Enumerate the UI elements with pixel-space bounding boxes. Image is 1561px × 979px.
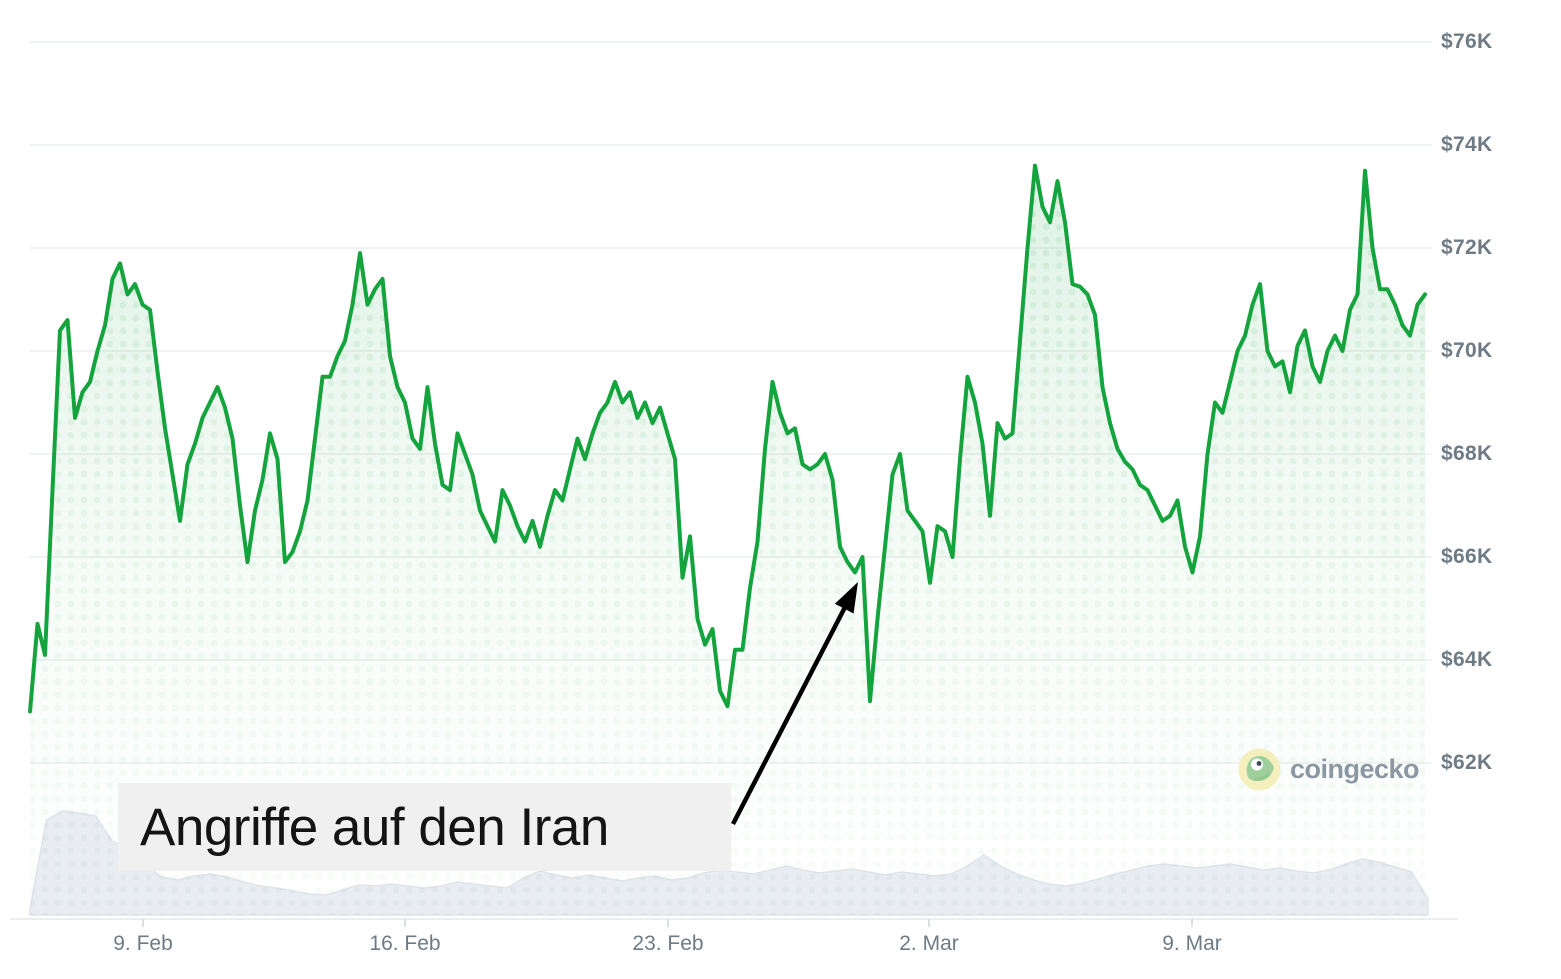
coingecko-wordmark: coingecko: [1290, 754, 1420, 784]
x-axis-label: 23. Feb: [632, 932, 704, 955]
y-axis-label: $66K: [1441, 545, 1493, 568]
price-area-fill: [30, 165, 1425, 916]
x-axis-label: 16. Feb: [369, 932, 441, 955]
y-axis-label: $74K: [1441, 133, 1493, 156]
annotation-box: Angriffe auf den Iran: [118, 783, 731, 871]
coingecko-watermark: coingecko: [1238, 748, 1420, 791]
y-axis-label: $64K: [1441, 648, 1493, 671]
y-axis-label: $68K: [1441, 442, 1493, 465]
y-axis-label: $76K: [1441, 30, 1493, 53]
navigator-strip[interactable]: [29, 810, 1429, 916]
x-axis-label: 9. Feb: [113, 932, 173, 955]
x-axis-label: 2. Mar: [899, 932, 959, 955]
y-axis-label: $70K: [1441, 339, 1493, 362]
annotation-arrow: [731, 582, 858, 826]
annotation-label: Angriffe auf den Iran: [140, 797, 609, 857]
coingecko-gecko-icon: [1238, 748, 1281, 791]
y-axis-label: $72K: [1441, 236, 1493, 259]
x-axis-label: 9. Mar: [1162, 932, 1222, 955]
price-line: [28, 163, 1427, 714]
y-axis-label: $62K: [1441, 751, 1493, 774]
